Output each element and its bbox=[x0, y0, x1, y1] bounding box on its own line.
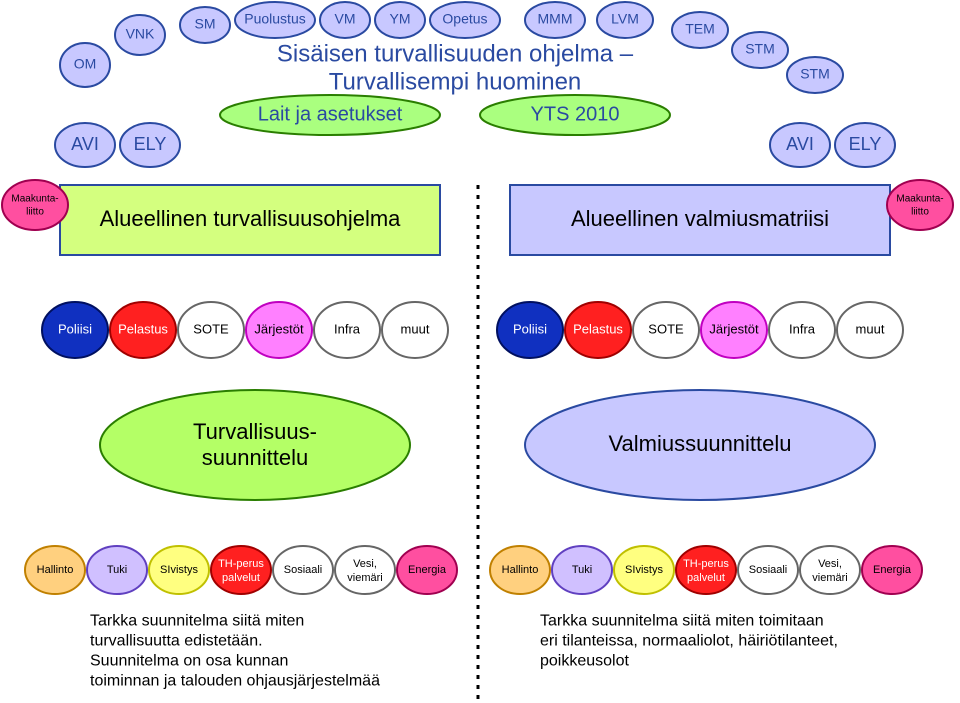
ministry-label-4: VM bbox=[335, 11, 356, 27]
service-right-label-2: SIvistys bbox=[625, 564, 663, 576]
ministry-label-1: VNK bbox=[126, 26, 155, 42]
service-left-label-5: Vesi, bbox=[353, 558, 377, 570]
ministry-label-11: STM bbox=[800, 66, 830, 82]
ministry-label-6: Opetus bbox=[442, 11, 487, 27]
footer-right-line-2: poikkeusolot bbox=[540, 652, 630, 669]
law-label: Lait ja asetukset bbox=[258, 103, 403, 125]
sector-left-label-5: muut bbox=[401, 321, 430, 336]
ministry-label-0: OM bbox=[74, 56, 97, 72]
service-right-label-1: Tuki bbox=[572, 564, 592, 576]
maakunta-l2-0: liitto bbox=[26, 207, 44, 218]
sector-left-label-2: SOTE bbox=[193, 321, 229, 336]
service-left-5 bbox=[335, 546, 395, 594]
plan-left-l2: suunnittelu bbox=[202, 445, 308, 470]
footer-left-line-0: Tarkka suunnitelma siitä miten bbox=[90, 612, 304, 629]
footer-left-line-2: Suunnitelma on osa kunnan bbox=[90, 652, 288, 669]
service-left-label-3: TH-perus bbox=[218, 558, 264, 570]
service-left-label2-5: viemäri bbox=[347, 572, 382, 584]
service-left-label-2: SIvistys bbox=[160, 564, 198, 576]
maakunta-l1-1: Maakunta- bbox=[896, 194, 943, 205]
maakunta-l2-1: liitto bbox=[911, 207, 929, 218]
service-right-5 bbox=[800, 546, 860, 594]
service-right-label-3: TH-perus bbox=[683, 558, 729, 570]
ministry-label-5: YM bbox=[390, 11, 411, 27]
footer-right-line-0: Tarkka suunnitelma siitä miten toimitaan bbox=[540, 612, 824, 629]
avi-ely-label-0: AVI bbox=[71, 134, 99, 154]
service-right-label2-3: palvelut bbox=[687, 572, 725, 584]
ministry-label-2: SM bbox=[195, 16, 216, 32]
region-box-label-left: Alueellinen turvallisuusohjelma bbox=[100, 206, 402, 231]
service-left-label-6: Energia bbox=[408, 564, 447, 576]
ministry-label-9: TEM bbox=[685, 21, 715, 37]
service-right-label2-5: viemäri bbox=[812, 572, 847, 584]
ministry-label-7: MMM bbox=[538, 11, 573, 27]
service-right-label-5: Vesi, bbox=[818, 558, 842, 570]
plan-left-l1: Turvallisuus- bbox=[193, 419, 317, 444]
sector-right-label-3: Järjestöt bbox=[709, 321, 759, 336]
region-box-label-right: Alueellinen valmiusmatriisi bbox=[571, 206, 829, 231]
service-left-label-1: Tuki bbox=[107, 564, 127, 576]
maakunta-0 bbox=[2, 180, 68, 230]
header-title-2: Turvallisempi huominen bbox=[329, 68, 582, 95]
service-right-3 bbox=[676, 546, 736, 594]
yts-label: YTS 2010 bbox=[531, 103, 620, 125]
sector-left-label-3: Järjestöt bbox=[254, 321, 304, 336]
footer-left-line-3: toiminnan ja talouden ohjausjärjestelmää bbox=[90, 672, 380, 689]
sector-right-label-1: Pelastus bbox=[573, 321, 623, 336]
service-left-label-4: Sosiaali bbox=[284, 564, 323, 576]
header-title-1: Sisäisen turvallisuuden ohjelma – bbox=[277, 40, 634, 67]
sector-right-label-5: muut bbox=[856, 321, 885, 336]
sector-left-label-4: Infra bbox=[334, 321, 361, 336]
service-left-3 bbox=[211, 546, 271, 594]
footer-right-line-1: eri tilanteissa, normaaliolot, häiriötil… bbox=[540, 632, 838, 649]
service-left-label-0: Hallinto bbox=[37, 564, 74, 576]
ministry-label-3: Puolustus bbox=[244, 11, 305, 27]
service-left-label2-3: palvelut bbox=[222, 572, 260, 584]
service-right-label-6: Energia bbox=[873, 564, 912, 576]
ministry-label-10: STM bbox=[745, 41, 775, 57]
maakunta-1 bbox=[887, 180, 953, 230]
maakunta-l1-0: Maakunta- bbox=[11, 194, 58, 205]
sector-right-label-4: Infra bbox=[789, 321, 816, 336]
sector-right-label-2: SOTE bbox=[648, 321, 684, 336]
service-right-label-0: Hallinto bbox=[502, 564, 539, 576]
avi-ely-label-2: AVI bbox=[786, 134, 814, 154]
footer-left-line-1: turvallisuutta edistetään. bbox=[90, 632, 263, 649]
avi-ely-label-3: ELY bbox=[849, 134, 882, 154]
sector-right-label-0: Poliisi bbox=[513, 321, 547, 336]
ministry-label-8: LVM bbox=[611, 11, 639, 27]
plan-right-l1: Valmiussuunnittelu bbox=[608, 431, 791, 456]
sector-left-label-0: Poliisi bbox=[58, 321, 92, 336]
service-right-label-4: Sosiaali bbox=[749, 564, 788, 576]
avi-ely-label-1: ELY bbox=[134, 134, 167, 154]
sector-left-label-1: Pelastus bbox=[118, 321, 168, 336]
